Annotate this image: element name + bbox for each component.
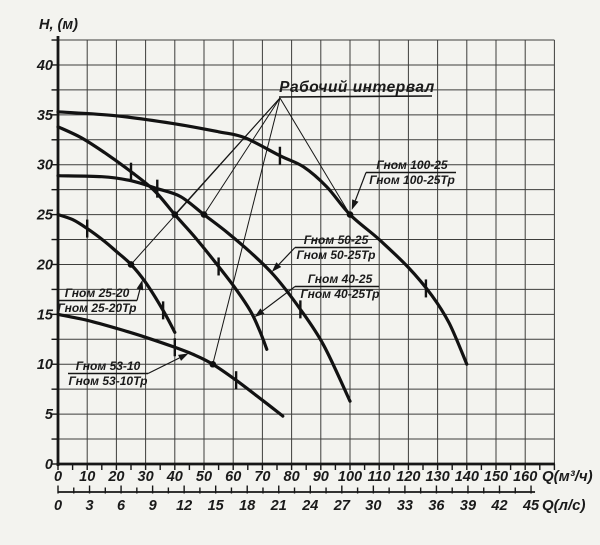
callout-leader-gnom-100-25 (354, 172, 367, 201)
callout-label-gnom-25-20: Гном 25-20 (65, 286, 130, 300)
y-axis-title: Н, (м) (39, 17, 78, 33)
x-axis-tick-label: 120 (396, 469, 420, 485)
callout-label2-gnom-53-10: Гном 53-10Тр (69, 374, 148, 388)
x-axis2-tick-label: 36 (428, 498, 445, 514)
x-axis2-tick-label: 9 (149, 498, 157, 514)
x-axis-tick-label: 70 (254, 469, 270, 485)
x-axis-tick-label: 30 (138, 469, 154, 485)
callout-leader-gnom-40-25 (262, 286, 296, 312)
x-axis2-unit-label: Q(л/с) (542, 497, 586, 514)
duty-point-dot-gnom-50-25 (200, 211, 208, 218)
callout-leader-gnom-50-25 (278, 247, 296, 266)
fan-line-gnom-53-10 (212, 97, 281, 365)
curve-gnom-100-25 (56, 110, 469, 366)
curve-gnom-53-10 (56, 312, 285, 418)
callout-arrowhead-gnom-50-25 (271, 262, 282, 272)
y-axis-tick-label: 40 (36, 58, 53, 74)
working-interval-fan-lines (130, 97, 351, 365)
callout-label2-gnom-25-20: Гном 25-20Тр (58, 301, 137, 315)
x-axis-tick-label: 10 (79, 469, 95, 485)
callout-arrowhead-gnom-53-10 (178, 353, 189, 361)
x-axis-tick-label: 0 (54, 469, 62, 485)
curve-gnom-40-25 (56, 125, 269, 351)
duty-point-dot-gnom-100-25 (346, 211, 354, 218)
callout-label-gnom-53-10: Гном 53-10 (76, 359, 141, 373)
y-axis-tick-label: 10 (37, 357, 53, 373)
x-axis-tick-label: 130 (425, 469, 449, 485)
x-axis-tick-label: 150 (484, 469, 508, 485)
x-axis2-tick-label: 39 (460, 498, 476, 514)
fan-line-gnom-25-20 (130, 97, 281, 265)
x-axis2-tick-label: 12 (176, 498, 192, 514)
duty-point-dot-gnom-40-25 (171, 211, 179, 218)
x-axis2-tick-label: 42 (490, 498, 507, 514)
y-axis-tick-label: 15 (37, 307, 54, 323)
callout-arrowhead-gnom-40-25 (254, 308, 265, 318)
x-axis2-tick-label: 15 (208, 498, 225, 514)
callout-label2-gnom-50-25: Гном 50-25Тр (297, 248, 376, 262)
curve-gnom-25-20 (56, 213, 177, 334)
duty-point-dot-gnom-25-20 (127, 261, 135, 268)
x-axis-tick-label: 20 (107, 469, 124, 485)
x-axis2-tick-label: 21 (270, 498, 287, 514)
y-axis-tick-label: 25 (36, 208, 54, 224)
x-axis-tick-label: 80 (284, 469, 300, 485)
x-axis2-tick-label: 24 (301, 498, 318, 514)
y-axis-tick-label: 30 (37, 158, 53, 174)
x-axis-tick-label: 90 (313, 469, 329, 485)
y-axis-tick-label: 5 (45, 407, 54, 423)
working-interval-annotation: Рабочий интервал (279, 79, 435, 96)
x-axis2-tick-label: 30 (365, 498, 381, 514)
callout-label2-gnom-40-25: Гном 40-25Тр (301, 287, 380, 301)
duty-points-layer (85, 146, 428, 390)
x-axis-tick-label: 60 (225, 469, 241, 485)
y-axis-tick-label: 35 (37, 108, 54, 124)
x-axis-tick-label: 110 (368, 469, 391, 485)
y-axis-tick-label: 20 (36, 257, 53, 273)
annotation-underline (278, 95, 433, 98)
callout-label-gnom-100-25: Гном 100-25 (376, 158, 448, 172)
callout-leader-gnom-53-10 (147, 357, 180, 375)
x-axis2-tick-label: 0 (54, 498, 62, 514)
curves-layer (56, 110, 469, 418)
x-axis-tick-label: 140 (455, 469, 479, 485)
grid-layer (57, 39, 555, 465)
callout-arrowhead-gnom-25-20 (136, 279, 144, 291)
x-axis2-tick-label: 3 (85, 498, 93, 514)
x-axis2-tick-label: 45 (522, 498, 540, 514)
callout-label2-gnom-100-25: Гном 100-25Тр (369, 173, 455, 187)
duty-point-dot-gnom-53-10 (209, 360, 217, 368)
x-axis-tick-label: 40 (166, 469, 183, 485)
fan-line-gnom-50-25 (203, 97, 281, 215)
x-axis2-tick-label: 6 (117, 498, 126, 514)
callout-leader-gnom-25-20 (136, 289, 141, 301)
x-axis-tick-label: 50 (196, 469, 212, 485)
x-axis-tick-label: 160 (513, 469, 537, 485)
x-axis2-tick-label: 27 (333, 498, 351, 514)
x-axis-tick-label: 100 (338, 469, 362, 485)
curve-gnom-50-25 (56, 174, 352, 403)
x-axis-unit-label: Q(м³/ч) (542, 468, 593, 485)
y-axis-tick-label: 0 (45, 457, 53, 473)
x-axis2-tick-label: 18 (239, 498, 256, 514)
callout-label-gnom-50-25: Гном 50-25 (304, 233, 369, 247)
callout-label-gnom-40-25: Гном 40-25 (308, 272, 373, 286)
axes-layer (51, 36, 556, 494)
fan-line-gnom-100-25 (279, 97, 351, 215)
callout-arrowhead-gnom-100-25 (351, 199, 359, 210)
x-axis2-tick-label: 33 (397, 498, 413, 514)
